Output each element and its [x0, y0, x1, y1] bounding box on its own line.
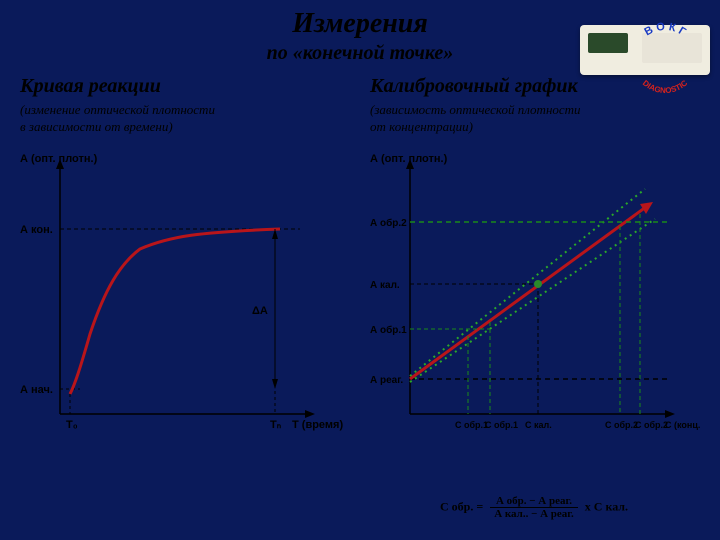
left-x-axis-label: Т (время): [292, 419, 343, 431]
a-kon-label: А кон.: [20, 224, 53, 236]
formula-den: А кал.. − А реаг.: [490, 508, 578, 520]
left-column: Кривая реакции (изменение оптической пло…: [20, 75, 350, 459]
left-y-axis-label: А (опт. плотн.): [20, 153, 98, 165]
right-subtitle: (зависимость оптической плотности от кон…: [370, 102, 700, 136]
a-obr1-label: А обр.1: [370, 324, 407, 336]
t0-label: Т₀: [66, 419, 78, 431]
right-y-axis-label: А (опт. плотн.): [370, 153, 448, 165]
left-subtitle: (изменение оптической плотности в зависи…: [20, 102, 350, 136]
c-obr1-b: С обр.1: [485, 420, 518, 430]
reaction-curve-chart: А (опт. плотн.) А кон. А нач. ΔА Т₀ Тₙ Т…: [20, 144, 350, 454]
calibration-chart: А (опт. плотн.) А реаг. А обр.2 А кал. А…: [370, 144, 700, 454]
right-title: Калибровочный график: [370, 75, 700, 98]
tn-label: Тₙ: [270, 419, 282, 431]
a-kal-label: А кал.: [370, 280, 400, 291]
c-obr2-a: С обр.2: [605, 420, 638, 430]
a-nach-label: А нач.: [20, 384, 53, 396]
formula: С обр. = А обр. − А реаг. А кал.. − А ре…: [440, 495, 628, 520]
c-kal: С кал.: [525, 420, 552, 430]
right-x-axis-label: С (конц.): [665, 420, 700, 430]
formula-rhs: x С кал.: [585, 499, 628, 513]
c-obr2-b: С обр.2: [635, 420, 668, 430]
right-column: Калибровочный график (зависимость оптиче…: [370, 75, 700, 459]
formula-num: А обр. − А реаг.: [490, 495, 578, 508]
device-image: [580, 25, 710, 75]
a-obr2-label: А обр.2: [370, 217, 407, 229]
left-title: Кривая реакции: [20, 75, 350, 98]
c-obr1-a: С обр.1: [455, 420, 488, 430]
a-reag-label: А реаг.: [370, 375, 403, 386]
formula-lhs: С обр. =: [440, 499, 483, 513]
delta-a-label: ΔА: [252, 305, 268, 317]
